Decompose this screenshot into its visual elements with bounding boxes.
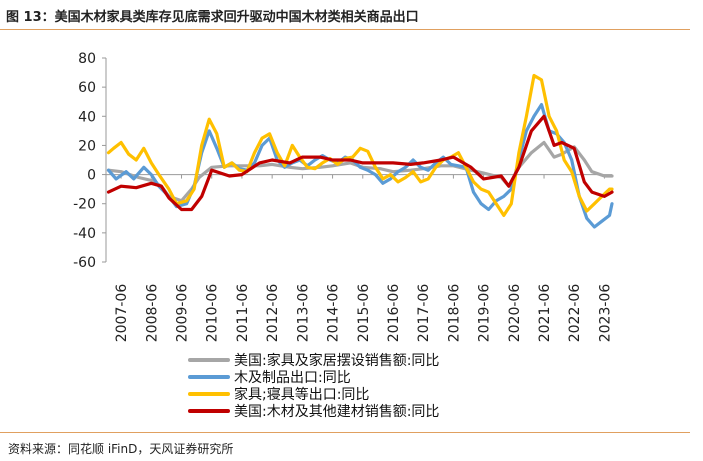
x-tick-label: 2014-06	[326, 284, 342, 343]
y-tick-label: 0	[87, 168, 96, 184]
x-tick-label: 2011-06	[235, 284, 251, 343]
y-tick-label: 40	[78, 109, 96, 125]
top-divider	[0, 29, 690, 30]
x-tick-label: 2007-06	[114, 284, 130, 343]
x-tick-label: 2009-06	[175, 284, 191, 343]
x-tick-label: 2008-06	[144, 284, 160, 343]
y-tick-label: -40	[73, 226, 96, 242]
y-tick-label: 80	[78, 51, 96, 67]
x-tick-label: 2013-06	[295, 284, 311, 343]
x-tick-label: 2022-06	[567, 284, 583, 343]
y-tick-label: -60	[73, 255, 96, 271]
bottom-divider	[0, 432, 690, 433]
source-note: 资料来源：同花顺 iFinD，天风证券研究所	[8, 442, 234, 456]
y-tick-label: -20	[73, 197, 96, 213]
x-tick-label: 2016-06	[386, 284, 402, 343]
series-line-3	[106, 73, 614, 217]
x-tick-label: 2020-06	[507, 284, 523, 343]
chart-series	[106, 73, 614, 229]
legend-label-4: 美国:木材及其他建材销售额:同比	[234, 404, 439, 420]
y-tick-label: 20	[78, 138, 96, 154]
x-tick-label: 2017-06	[416, 284, 432, 343]
figure-title: 图 13：美国木材家具类库存见底需求回升驱动中国木材类相关商品出口	[6, 10, 419, 25]
legend-label-2: 木及制品出口:同比	[234, 370, 351, 386]
chart-axes: 80 60 40 20 0 -20 -40 -60 2007-06 2008-06 2009-06 2…	[73, 51, 613, 342]
x-tick-label: 2012-06	[265, 284, 281, 343]
x-tick-label: 2021-06	[537, 284, 553, 343]
x-tick-label: 2023-06	[597, 284, 613, 343]
x-tick-label: 2015-06	[356, 284, 372, 343]
legend-label-1: 美国:家具及家居摆设销售额:同比	[234, 352, 439, 369]
chart-legend: 美国:家具及家居摆设销售额:同比木及制品出口:同比家具;寝具等出口:同比美国:木…	[188, 352, 439, 420]
x-tick-label: 2018-06	[446, 284, 462, 343]
series-line-4	[106, 114, 614, 212]
line-chart: 80 60 40 20 0 -20 -40 -60 2007-06 2008-06 2009-06 2…	[73, 51, 614, 420]
series-line-1	[106, 140, 614, 203]
x-tick-label: 2019-06	[477, 284, 493, 343]
y-tick-label: 60	[78, 80, 96, 96]
x-tick-label: 2010-06	[205, 284, 221, 343]
legend-label-3: 家具;寝具等出口:同比	[234, 386, 369, 403]
